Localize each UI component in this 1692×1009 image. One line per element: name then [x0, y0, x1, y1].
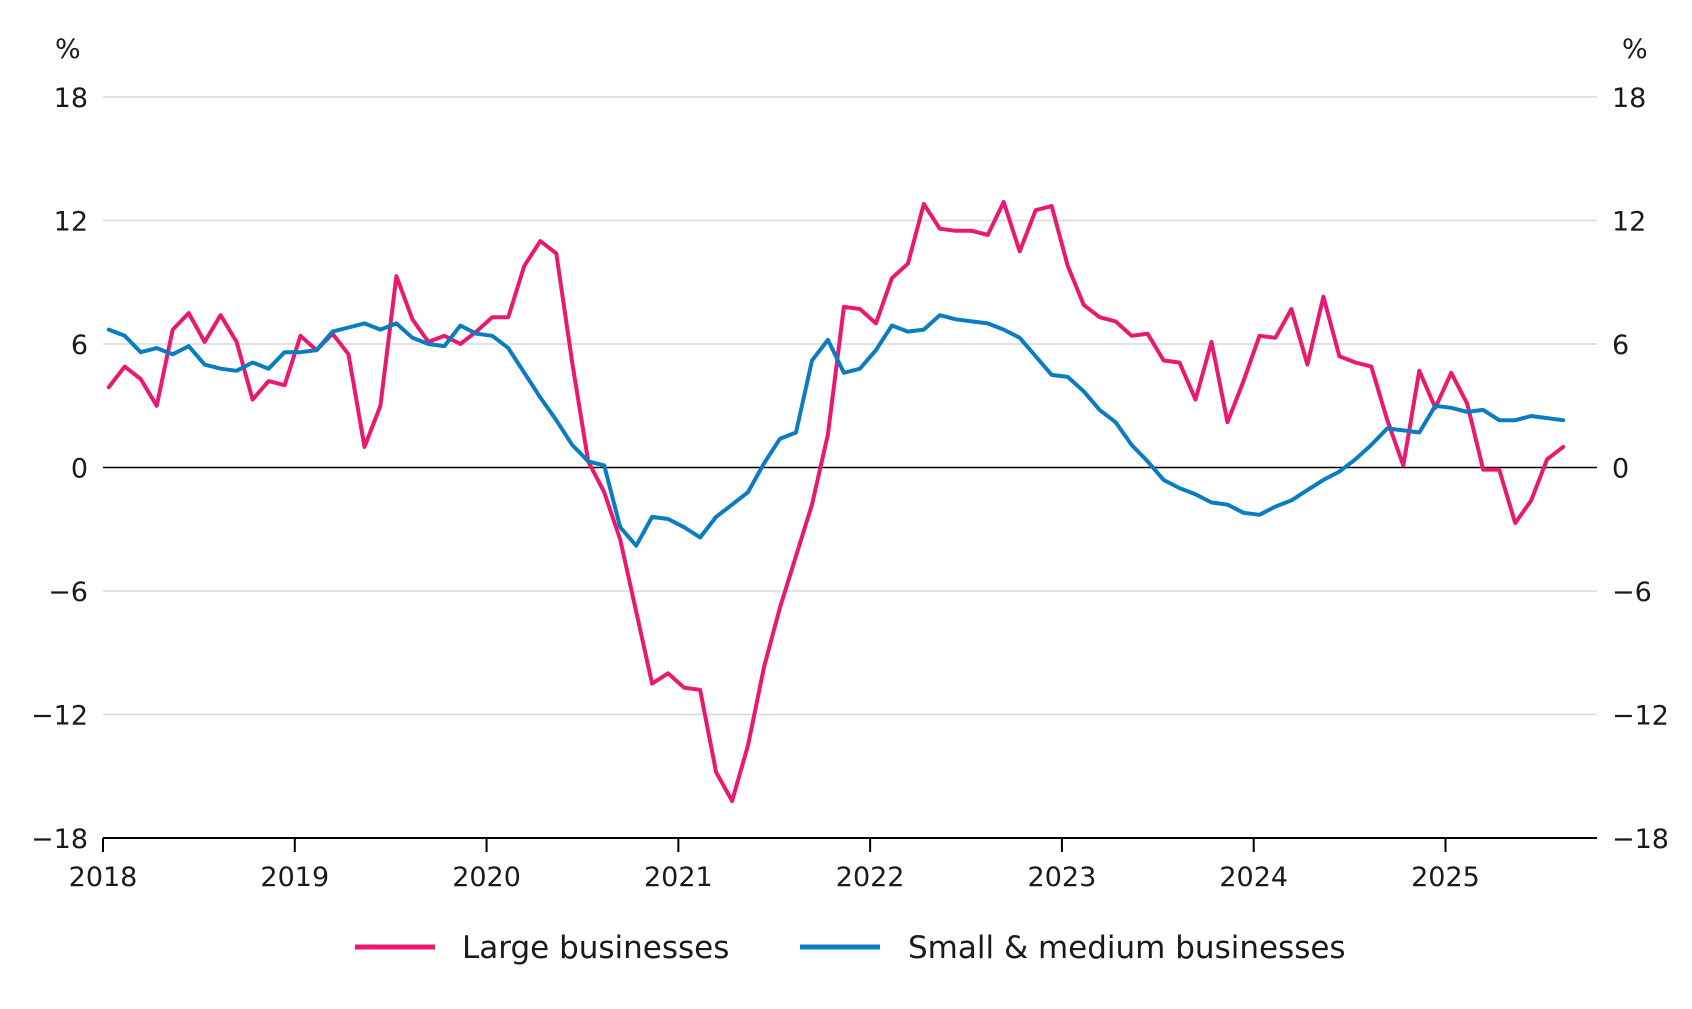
y-tick-label-left: −6 — [48, 577, 88, 608]
series-line-small-medium-businesses — [106, 313, 1566, 548]
y-tick-label-right: 0 — [1612, 454, 1629, 485]
x-tick-label: 2025 — [1411, 862, 1480, 893]
x-tick-label: 2020 — [452, 862, 521, 893]
x-tick-label: 2018 — [69, 862, 138, 893]
y-axis-left: 18 12 6 0 −6 −12 −18 — [31, 83, 88, 855]
left-unit-label: % — [55, 34, 81, 65]
x-axis: 2018 2019 2020 2021 2022 2023 2024 2025 — [69, 837, 1597, 893]
y-tick-label-left: 12 — [54, 207, 88, 238]
y-tick-label-right: −6 — [1612, 577, 1652, 608]
series-lines — [106, 200, 1566, 803]
y-tick-label-left: −18 — [31, 824, 88, 855]
x-tick-label: 2022 — [836, 862, 905, 893]
x-tick-label: 2023 — [1028, 862, 1097, 893]
x-tick-label: 2024 — [1219, 862, 1288, 893]
y-tick-label-right: −12 — [1612, 701, 1669, 732]
y-tick-label-left: −12 — [31, 701, 88, 732]
x-tick-label: 2021 — [644, 862, 713, 893]
legend: Large businesses Small & medium businesse… — [355, 930, 1346, 966]
y-tick-label-right: 18 — [1612, 83, 1646, 114]
gridlines — [103, 96, 1597, 716]
y-tick-label-left: 6 — [71, 330, 88, 361]
x-tick-label: 2019 — [260, 862, 329, 893]
y-axis-right: 18 12 6 0 −6 −12 −18 — [1612, 83, 1669, 855]
y-tick-label-right: 12 — [1612, 207, 1646, 238]
series-line-large-businesses — [106, 200, 1566, 803]
y-tick-label-left: 0 — [71, 454, 88, 485]
y-tick-label-right: 6 — [1612, 330, 1629, 361]
right-unit-label: % — [1622, 34, 1648, 65]
y-tick-label-right: −18 — [1612, 824, 1669, 855]
legend-label-small-medium-businesses: Small & medium businesses — [908, 930, 1346, 966]
y-tick-label-left: 18 — [54, 83, 88, 114]
legend-label-large-businesses: Large businesses — [462, 930, 729, 966]
